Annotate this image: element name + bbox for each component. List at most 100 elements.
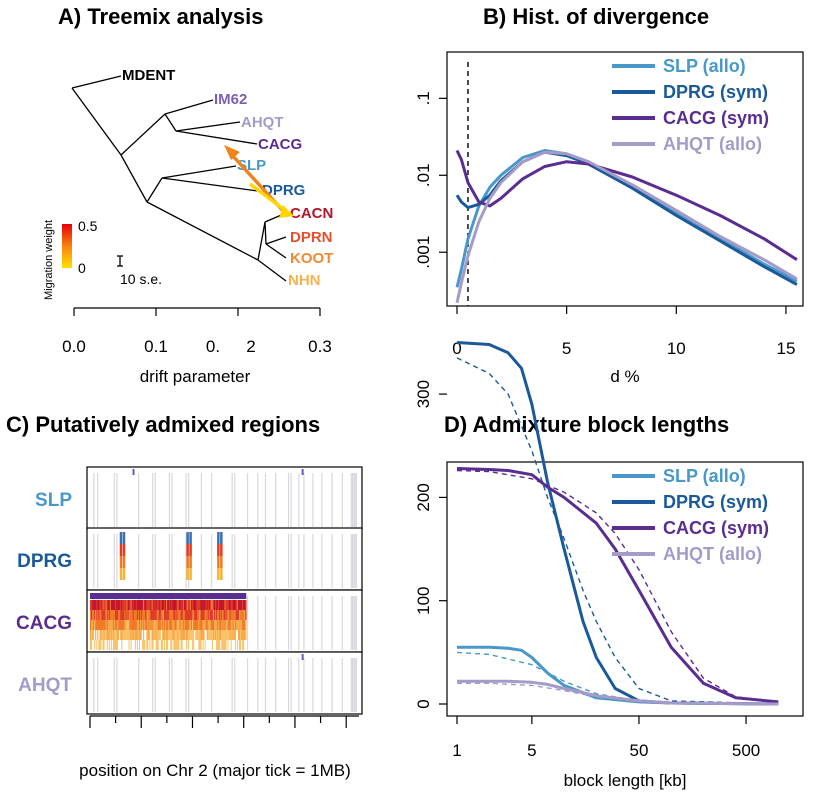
panel-d-series-cacg-sym bbox=[456, 467, 779, 704]
panel-c-cacg-cell bbox=[133, 610, 136, 620]
panel-c-cacg-cell bbox=[211, 640, 214, 650]
panel-c-cacg-cell bbox=[127, 600, 129, 610]
panel-c-cacg-cell bbox=[115, 600, 117, 610]
panel-c-cacg-cell bbox=[118, 630, 120, 640]
panel-c-cacg-cell bbox=[224, 640, 226, 650]
panel-c-cacg-cell bbox=[165, 620, 167, 630]
panel-c-cacg-cell bbox=[208, 620, 211, 630]
panel-c-cacg-cell bbox=[200, 610, 202, 620]
panel-c-cacg-cell bbox=[229, 640, 231, 650]
panel-c-cacg-cell bbox=[178, 610, 180, 620]
panel-c-cacg-cell bbox=[238, 610, 241, 620]
panel-c-cacg-cell bbox=[94, 600, 96, 610]
panel-c-cacg-cell bbox=[223, 630, 225, 640]
panel-c-cacg-cell bbox=[105, 610, 107, 620]
panel-c-cacg-cell bbox=[119, 600, 121, 610]
panel-c-cacg-cell bbox=[101, 630, 103, 640]
panel-c-cacg-cell bbox=[234, 630, 237, 640]
panel-c-cacg-cell bbox=[146, 620, 148, 630]
panel-c-cacg-cell bbox=[101, 610, 103, 620]
panel-c-cacg-cell bbox=[136, 600, 139, 610]
panel-c-cacg-cell bbox=[101, 640, 103, 650]
leaf-label-im62: IM62 bbox=[214, 91, 247, 108]
panel-c-xlabel: position on Chr 2 (major tick = 1MB) bbox=[79, 761, 351, 780]
panel-c-cacg-cell bbox=[207, 640, 210, 650]
panel-c-cacg-cell bbox=[161, 620, 164, 630]
panel-c-cacg-cell bbox=[236, 620, 239, 630]
scale-bar bbox=[117, 255, 123, 267]
panel-c-cacg-cell bbox=[100, 640, 102, 650]
panel-c-cacg-cell bbox=[210, 620, 213, 630]
panel-c-cacg-cell bbox=[135, 630, 138, 640]
panel-c-cacg-cell bbox=[124, 600, 126, 610]
panel-c-cacg-cell bbox=[156, 630, 159, 640]
panel-c-cacg-cell bbox=[232, 600, 235, 610]
migration-arrowhead-cacg bbox=[224, 145, 240, 160]
panel-c-cacg-cell bbox=[204, 620, 206, 630]
panel-c-cacg-cell bbox=[170, 630, 172, 640]
panel-c-cacg-cell bbox=[234, 640, 237, 650]
panel-c-cacg-cell bbox=[226, 620, 228, 630]
panel-c-cacg-cell bbox=[192, 640, 194, 650]
panel-c-cacg-cell bbox=[132, 600, 135, 610]
panel-c-cacg-band-top bbox=[90, 593, 247, 599]
tree-edge-lower-clade bbox=[120, 154, 148, 203]
panel-c-cacg-cell bbox=[188, 620, 191, 630]
panel-c-cacg-cell bbox=[141, 640, 143, 650]
panel-c-cacg-cell bbox=[176, 600, 178, 610]
panel-c-cacg-cell bbox=[167, 610, 169, 620]
panel-c-cacg-cell bbox=[134, 620, 137, 630]
panel-c-cacg-cell bbox=[146, 610, 148, 620]
tree-edge-im62 bbox=[164, 99, 214, 115]
panel-c-cacg-cell bbox=[152, 600, 154, 610]
panel-c-cacg-cell bbox=[212, 620, 215, 630]
panel-c-cacg-cell bbox=[223, 600, 225, 610]
panel-c-cacg-cell bbox=[193, 640, 195, 650]
panel-c-cacg-cell bbox=[113, 620, 116, 630]
panel-c-cacg-cell bbox=[196, 630, 198, 640]
panel-c-cacg-cell bbox=[120, 640, 122, 650]
panel-c-cacg-cell bbox=[236, 630, 239, 640]
panel-c-cacg-cell bbox=[200, 640, 202, 650]
panel-c-rows: SLP DPRG CACG AHQT bbox=[16, 466, 363, 715]
panel-c-cacg-cell bbox=[161, 640, 164, 650]
panel-b-xlabel: d % bbox=[610, 367, 639, 386]
panel-c-cacg-cell bbox=[108, 600, 111, 610]
panel-c-cacg-cell bbox=[220, 640, 222, 650]
panel-c-cacg-cell bbox=[93, 640, 95, 650]
panel-c-cacg-cell bbox=[175, 620, 177, 630]
panel-c-cacg-cell bbox=[194, 640, 196, 650]
tree-edge-cacg bbox=[175, 130, 258, 145]
panel-c-cacg-cell bbox=[231, 600, 234, 610]
panel-c-dprg-block bbox=[122, 568, 126, 580]
panel-c-cacg-cell bbox=[160, 610, 163, 620]
panel-b-legend-label-dprg-sym: DPRG (sym) bbox=[663, 82, 768, 102]
panel-c-cacg-cell bbox=[128, 640, 130, 650]
panel-c-cacg-cell bbox=[106, 630, 109, 640]
panel-c-cacg-cell bbox=[205, 640, 207, 650]
panel-c-cacg-cell bbox=[224, 620, 226, 630]
panel-c-dprg-block bbox=[119, 568, 123, 580]
panel-c-cacg-cell bbox=[137, 610, 140, 620]
panel-c-cacg-cell bbox=[99, 600, 101, 610]
panel-c-cacg-cell bbox=[133, 630, 136, 640]
panel-c-cacg-cell bbox=[215, 630, 217, 640]
panel-b-legend-label-slp-allo: SLP (allo) bbox=[663, 56, 746, 76]
panel-c-cacg-cell bbox=[179, 630, 181, 640]
panel-c-cacg-cell bbox=[209, 600, 212, 610]
panel-c-cacg-cell bbox=[168, 620, 170, 630]
panel-c-cacg-cell bbox=[204, 640, 206, 650]
panel-c-cacg-cell bbox=[202, 620, 204, 630]
panel-c-cacg-cell bbox=[201, 630, 203, 640]
panel-c-cacg-cell bbox=[173, 610, 175, 620]
panel-c-cacg-cell bbox=[120, 620, 122, 630]
panel-c-cacg-cell bbox=[236, 600, 239, 610]
panel-c-cacg-cell bbox=[222, 600, 224, 610]
panel-c-cacg-cell bbox=[220, 600, 222, 610]
panel-c-cacg-cell bbox=[98, 600, 100, 610]
leaf-label-ahqt: AHQT bbox=[241, 114, 284, 131]
panel-c-cacg-cell bbox=[149, 610, 151, 620]
panel-c-cacg-cell bbox=[198, 600, 200, 610]
panel-c-cacg-cell bbox=[225, 640, 227, 650]
panel-c-cacg-cell bbox=[129, 620, 131, 630]
